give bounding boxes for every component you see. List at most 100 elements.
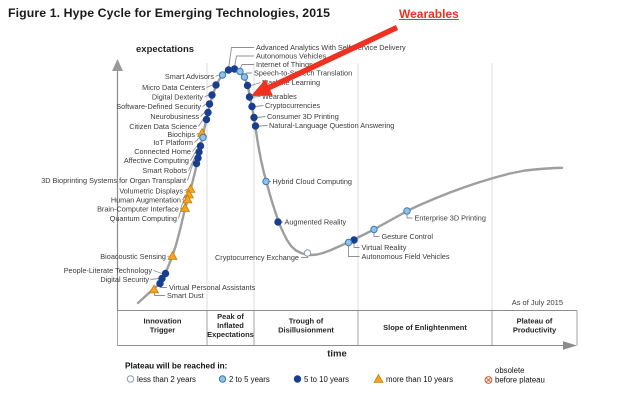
chart-point-label-human-augmentation: Human Augmentation xyxy=(111,195,181,204)
leader-line-smart-dust xyxy=(154,293,165,296)
leader-line-people-literate-technology xyxy=(153,270,163,274)
chart-point-label-3d-bioprinting-systems-for-organ-transplant: 3D Bioprinting Systems for Organ Transpl… xyxy=(41,176,186,185)
chart-point-brain-computer-interface xyxy=(182,194,193,204)
chart-point-gesture-control xyxy=(370,225,378,234)
figure-title: Figure 1. Hype Cycle for Emerging Techno… xyxy=(8,6,331,20)
leader-line-natural-language-question-answering xyxy=(258,125,268,127)
chart-point-label-virtual-personal-assistants: Virtual Personal Assistants xyxy=(169,283,256,292)
leader-line-internet-of-things xyxy=(240,64,254,69)
annotation-arrow-head xyxy=(251,79,273,96)
leader-line-connected-home xyxy=(192,145,198,152)
chart-point-wearables xyxy=(245,93,254,101)
chart-point-software-defined-security xyxy=(205,100,214,108)
chart-point-label-smart-robots: Smart Robots xyxy=(142,166,187,175)
leader-line-autonomous-field-vehicles xyxy=(348,246,360,257)
chart-point-label-people-literate-technology: People-Literate Technology xyxy=(64,266,153,275)
y-axis-arrow-icon xyxy=(112,59,123,71)
chart-point-label-digital-security: Digital Security xyxy=(100,275,149,284)
legend-label-obsolete-1: obsolete xyxy=(495,366,524,375)
chart-point-virtual-personal-assistants xyxy=(156,279,164,288)
legend-title: Plateau will be reached in: xyxy=(125,362,227,371)
chart-point-micro-data-centers xyxy=(212,81,220,89)
chart-point-label-virtual-reality: Virtual Reality xyxy=(362,243,407,252)
leader-line-virtual-reality xyxy=(353,243,360,248)
chart-point-label-cryptocurrencies: Cryptocurrencies xyxy=(265,101,321,110)
legend-icon-obsolete-cross xyxy=(486,377,491,383)
chart-point-label-autonomous-field-vehicles: Autonomous Field Vehicles xyxy=(362,252,450,261)
chart-point-label-bioacoustic-sensing: Bioacoustic Sensing xyxy=(100,252,166,261)
legend-label-gt10: more than 10 years xyxy=(386,375,453,384)
leader-line-3d-bioprinting-systems-for-organ-transplant xyxy=(187,163,194,181)
chart-point-hybrid-cloud-computing xyxy=(262,177,270,186)
time-axis-arrow-icon xyxy=(563,341,577,350)
chart-point-speech-to-speech-translation xyxy=(240,73,249,81)
leader-line-quantum-computing xyxy=(178,207,182,219)
leader-line-brain-computer-interface xyxy=(180,199,185,210)
leader-line-machine-learning xyxy=(250,82,261,86)
leader-line-biochips xyxy=(196,132,199,135)
leader-line-wearables xyxy=(252,96,261,98)
chart-point-digital-dexterity xyxy=(208,91,216,99)
phase-label: Innovation xyxy=(144,317,182,326)
y-axis-label: expectations xyxy=(136,44,194,55)
as-of-date: As of July 2015 xyxy=(512,298,563,307)
leader-line-iot-platform xyxy=(194,137,200,143)
legend-icon-y2to5 xyxy=(218,375,227,383)
chart-point-label-internet-of-things: Internet of Things xyxy=(256,60,313,69)
chart-point-neurobusiness xyxy=(204,108,212,117)
chart-point-citizen-data-science xyxy=(202,115,211,124)
chart-point-quantum-computing xyxy=(179,202,191,212)
phase-label: Productivity xyxy=(513,326,557,335)
chart-point-label-digital-dexterity: Digital Dexterity xyxy=(152,92,203,101)
leader-line-smart-robots xyxy=(188,157,195,171)
leader-line-software-defined-security xyxy=(202,103,207,107)
chart-point-machine-learning xyxy=(243,81,252,90)
chart-point-label-quantum-computing: Quantum Computing xyxy=(110,214,177,223)
chart-point-people-literate-technology xyxy=(161,269,170,278)
chart-point-label-volumetric-displays: Volumetric Displays xyxy=(119,186,183,195)
chart-point-advanced-analytics-with-self-service-delivery xyxy=(224,66,233,74)
wearables-annotation-label: Wearables xyxy=(399,7,459,21)
leader-line-human-augmentation xyxy=(182,194,186,201)
leader-line-advanced-analytics-with-self-service-delivery xyxy=(228,47,254,67)
legend-icon-y5to10 xyxy=(293,375,302,383)
chart-point-iot-platform xyxy=(199,133,207,142)
chart-point-volumetric-displays xyxy=(185,183,196,193)
chart-point-label-connected-home: Connected Home xyxy=(134,147,191,156)
chart-point-label-iot-platform: IoT Platform xyxy=(153,138,193,147)
phase-label: Slope of Enlightenment xyxy=(383,323,467,332)
chart-point-label-micro-data-centers: Micro Data Centers xyxy=(142,83,205,92)
chart-point-label-brain-computer-interface: Brain-Computer Interface xyxy=(97,204,179,213)
chart-point-affective-computing xyxy=(195,148,203,156)
chart-point-label-natural-language-question-answering: Natural-Language Question Answering xyxy=(269,121,394,130)
chart-point-3d-bioprinting-systems-for-organ-transplant xyxy=(192,159,201,168)
chart-point-label-neurobusiness: Neurobusiness xyxy=(150,112,199,121)
leader-line-enterprise-3d-printing xyxy=(406,214,413,219)
phase-label: Trigger xyxy=(150,326,176,335)
legend-icon-lt2 xyxy=(126,375,135,383)
legend-label-obsolete-2: before plateau xyxy=(495,375,545,384)
chart-point-connected-home xyxy=(196,142,205,150)
chart-point-label-advanced-analytics-with-self-service-delivery: Advanced Analytics With Self-Service Del… xyxy=(256,43,406,52)
chart-point-label-biochips: Biochips xyxy=(167,130,195,139)
leader-line-consumer-3d-printing xyxy=(257,116,266,118)
legend-label-y2to5: 2 to 5 years xyxy=(229,375,270,384)
chart-point-consumer-3d-printing xyxy=(250,113,258,122)
chart-point-smart-advisors xyxy=(218,71,227,79)
chart-point-autonomous-field-vehicles xyxy=(344,238,353,247)
chart-point-label-cryptocurrency-exchange: Cryptocurrency Exchange xyxy=(215,253,299,262)
legend-icon-more-than-10-years xyxy=(373,373,384,383)
chart-point-label-enterprise-3d-printing: Enterprise 3D Printing xyxy=(415,213,486,222)
leader-line-micro-data-centers xyxy=(206,84,213,88)
chart-point-natural-language-question-answering xyxy=(251,122,260,130)
leader-line-neurobusiness xyxy=(200,112,205,117)
chart-point-label-machine-learning: Machine Learning xyxy=(262,78,320,87)
leader-line-digital-security xyxy=(150,278,159,280)
x-axis-label: time xyxy=(327,349,347,360)
leader-line-smart-advisors xyxy=(215,74,220,77)
chart-point-label-smart-dust: Smart Dust xyxy=(167,291,204,300)
legend-label-y5to10: 5 to 10 years xyxy=(304,375,349,384)
leader-line-affective-computing xyxy=(190,151,196,161)
chart-point-label-consumer-3d-printing: Consumer 3D Printing xyxy=(267,112,339,121)
